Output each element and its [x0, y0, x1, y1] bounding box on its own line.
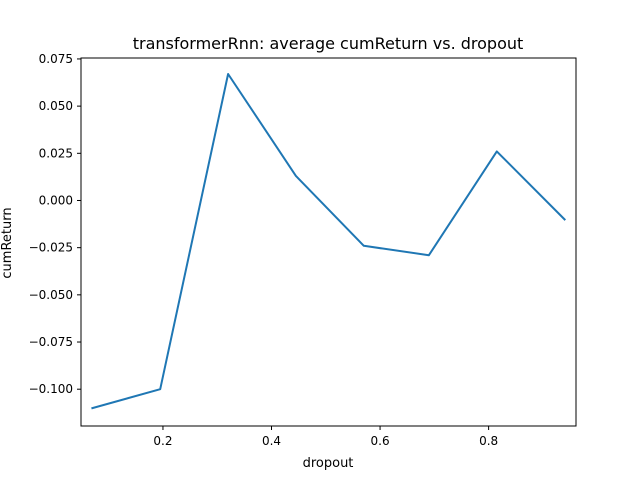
x-axis: 0.2 0.4 0.6 0.8	[153, 426, 498, 448]
x-tick-label: 0.6	[371, 434, 390, 448]
series-line-0	[91, 73, 567, 410]
x-tick-label: 0.8	[479, 434, 498, 448]
x-tick-label: 0.4	[262, 434, 281, 448]
y-tick-label: 0.075	[39, 52, 73, 66]
y-tick-label: 0.025	[39, 146, 73, 160]
x-axis-label: dropout	[303, 456, 354, 471]
y-tick-label: 0.050	[39, 99, 73, 113]
y-tick-label: −0.025	[29, 241, 73, 255]
y-tick-label: −0.075	[29, 335, 73, 349]
x-tick-label: 0.2	[153, 434, 172, 448]
y-tick-label: −0.100	[29, 382, 73, 396]
y-axis-label: cumReturn	[0, 207, 15, 278]
y-tick-label: 0.000	[39, 193, 73, 207]
chart-title: transformerRnn: average cumReturn vs. dr…	[133, 34, 524, 53]
plot-area	[80, 57, 577, 427]
y-axis: 0.075 0.050 0.025 0.000 −0.025 −0.050 −0.075 −0…	[29, 52, 81, 396]
y-tick-label: −0.050	[29, 288, 73, 302]
axes-frame	[80, 57, 577, 427]
